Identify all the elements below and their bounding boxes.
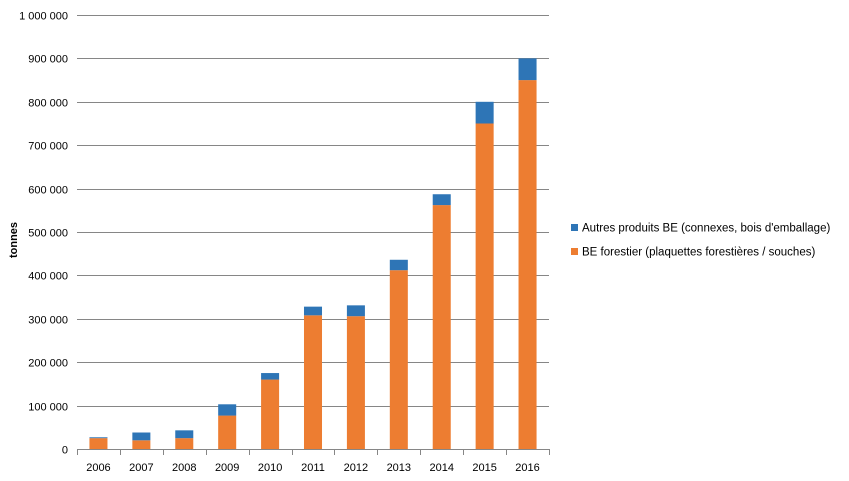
bar-segment-be-forestier bbox=[346, 316, 365, 449]
bar-segment-autres-produits bbox=[389, 259, 408, 271]
bar-segment-be-forestier bbox=[518, 80, 537, 449]
y-tick-label: 100 000 bbox=[28, 402, 68, 414]
x-tick-label: 2009 bbox=[215, 462, 239, 474]
x-tick-label: 2010 bbox=[258, 462, 282, 474]
legend-swatch bbox=[571, 224, 578, 231]
bar-segment-autres-produits bbox=[175, 430, 194, 439]
y-tick-label: 0 bbox=[62, 445, 68, 457]
x-tick-label: 2016 bbox=[515, 462, 539, 474]
x-axis-tick-marks bbox=[77, 449, 550, 455]
bar-segment-be-forestier bbox=[303, 315, 323, 449]
bar-segment-be-forestier bbox=[89, 438, 108, 449]
bar-segment-autres-produits bbox=[261, 373, 280, 380]
x-tick-label: 2014 bbox=[429, 462, 453, 474]
y-tick-label: 1 000 000 bbox=[19, 11, 68, 23]
bar-segment-autres-produits bbox=[346, 305, 365, 317]
x-tick-label: 2013 bbox=[387, 462, 411, 474]
bar-segment-autres-produits bbox=[89, 437, 108, 439]
y-axis-title: tonnes bbox=[8, 222, 20, 258]
y-tick-label: 800 000 bbox=[28, 98, 68, 110]
y-tick-label: 400 000 bbox=[28, 271, 68, 283]
legend: Autres produits BE (connexes, bois d'emb… bbox=[571, 223, 830, 259]
bar-segment-be-forestier bbox=[475, 123, 494, 449]
bar-segment-autres-produits bbox=[132, 432, 151, 441]
bars bbox=[89, 58, 537, 449]
x-tick-label: 2006 bbox=[86, 462, 110, 474]
bar-segment-autres-produits bbox=[432, 194, 451, 206]
y-tick-label: 700 000 bbox=[28, 141, 68, 153]
y-tick-label: 300 000 bbox=[28, 315, 68, 327]
x-tick-label: 2007 bbox=[129, 462, 153, 474]
bar-segment-autres-produits bbox=[218, 404, 237, 416]
legend-label: BE forestier (plaquettes forestières / s… bbox=[582, 247, 815, 259]
x-tick-label: 2015 bbox=[472, 462, 496, 474]
y-tick-label: 900 000 bbox=[28, 54, 68, 66]
legend-label: Autres produits BE (connexes, bois d'emb… bbox=[582, 223, 830, 235]
bar-segment-be-forestier bbox=[132, 440, 151, 449]
y-tick-label: 200 000 bbox=[28, 358, 68, 370]
bar-segment-be-forestier bbox=[175, 438, 194, 449]
bar-segment-autres-produits bbox=[518, 58, 537, 81]
bar-segment-be-forestier bbox=[218, 415, 237, 449]
bar-segment-be-forestier bbox=[261, 379, 280, 449]
x-tick-label: 2012 bbox=[344, 462, 368, 474]
bar-segment-autres-produits bbox=[475, 101, 494, 124]
x-axis-labels: 2006 2007 2008 2009 2010 2011 2012 2013 2014 2015… bbox=[86, 462, 540, 474]
legend-swatch bbox=[571, 248, 578, 255]
bar-segment-be-forestier bbox=[432, 205, 451, 449]
bar-segment-autres-produits bbox=[303, 306, 323, 316]
y-axis-labels: 0 100 000 200 000 300 000 400 000 500 000 600 … bbox=[19, 11, 68, 457]
gridlines bbox=[77, 15, 549, 407]
x-tick-label: 2008 bbox=[172, 462, 196, 474]
x-tick-label: 2011 bbox=[301, 462, 325, 474]
bar-segment-be-forestier bbox=[389, 270, 408, 449]
y-tick-label: 600 000 bbox=[28, 185, 68, 197]
y-tick-label: 500 000 bbox=[28, 228, 68, 240]
